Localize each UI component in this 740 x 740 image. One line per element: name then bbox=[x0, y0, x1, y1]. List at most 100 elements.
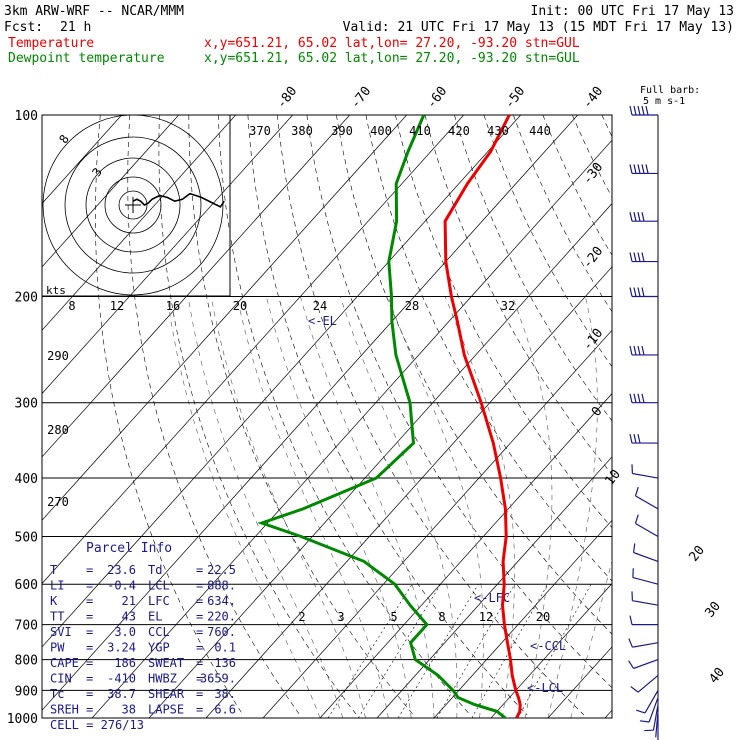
parcel-key: Tc bbox=[50, 687, 64, 701]
wind-barb-flag bbox=[641, 164, 645, 174]
wind-barb-flag bbox=[628, 660, 635, 669]
wind-barb-flag bbox=[629, 287, 633, 297]
parcel-value: 3659. bbox=[200, 672, 236, 686]
parcel-eq: = bbox=[86, 703, 93, 717]
parcel-value: 888. bbox=[207, 579, 236, 593]
wind-barb-flag bbox=[641, 105, 645, 116]
wind-barb-flag bbox=[632, 543, 636, 553]
wind-barb bbox=[633, 551, 659, 563]
wind-barb-flag bbox=[629, 212, 633, 222]
theta-label: 380 bbox=[291, 124, 313, 138]
wind-barb bbox=[644, 690, 659, 714]
parcel-key: K bbox=[50, 594, 58, 608]
hodograph-trace bbox=[132, 192, 225, 208]
parcel-eq: = bbox=[86, 563, 93, 577]
mixing-ratio-label: 2 bbox=[298, 610, 305, 624]
ws-scale-label: 16 bbox=[166, 299, 180, 313]
theta-left-label: 280 bbox=[47, 423, 69, 437]
parcel-value: 23.6 bbox=[107, 563, 136, 577]
dry-adiabat bbox=[247, 115, 528, 716]
wind-barb-flag bbox=[633, 212, 637, 222]
parcel-eq: = bbox=[196, 672, 203, 686]
pressure-label-500: 500 bbox=[15, 530, 38, 545]
theta-label: 430 bbox=[487, 124, 509, 138]
parcel-value: 43 bbox=[122, 610, 136, 624]
parcel-key: CIN bbox=[50, 672, 72, 686]
wind-barb-flag bbox=[633, 252, 637, 262]
legend-temperature-info: x,y=651.21, 65.02 lat,lon= 27.20, -93.20… bbox=[204, 36, 580, 51]
wind-barb bbox=[632, 642, 659, 648]
isotherm bbox=[262, 329, 612, 718]
moist-adiabat bbox=[166, 296, 321, 718]
wind-barb bbox=[655, 711, 659, 738]
wind-barb-flag bbox=[637, 287, 641, 297]
wind-barb-flag bbox=[639, 720, 650, 723]
parcel-value: 22.5 bbox=[207, 563, 236, 577]
wind-barb-flag bbox=[645, 164, 649, 174]
pressure-label-700: 700 bbox=[15, 619, 38, 634]
parcel-eq: = bbox=[86, 641, 93, 655]
parcel-value: 0.1 bbox=[214, 641, 236, 655]
wind-barb-flag bbox=[641, 287, 645, 297]
mixing-ratio-label: 3 bbox=[337, 610, 344, 624]
dry-adiabat bbox=[188, 115, 414, 716]
mixing-ratio-line bbox=[327, 584, 413, 718]
parcel-key: T bbox=[50, 563, 57, 577]
wind-barb bbox=[637, 674, 659, 693]
wind-barb-flag bbox=[637, 433, 641, 444]
isotherm bbox=[42, 115, 179, 268]
wind-barb bbox=[632, 600, 659, 606]
isotherm bbox=[433, 519, 612, 718]
parcel-eq: = bbox=[86, 610, 93, 624]
wind-barb-flag bbox=[637, 393, 641, 403]
mixing-ratio-label: 8 bbox=[438, 610, 445, 624]
legend-temperature: Temperature bbox=[8, 36, 94, 51]
hodo-ring bbox=[64, 136, 202, 274]
dewpoint-line bbox=[257, 115, 507, 718]
parcel-value: -410 bbox=[107, 672, 136, 686]
dry-adiabat bbox=[158, 115, 357, 716]
parcel-eq: = bbox=[86, 594, 93, 608]
dry-adiabat bbox=[336, 115, 612, 635]
parcel-info-box: Parcel Info T = 23.6 Td = 22.5 LI = -0.4 LCL = 888.… bbox=[50, 541, 236, 732]
wind-barb-flag bbox=[641, 345, 645, 356]
parcel-value: 220. bbox=[207, 610, 236, 624]
ws-scale-label: 24 bbox=[313, 299, 327, 313]
wind-barb-flag bbox=[637, 164, 641, 174]
parcel-key: Td bbox=[148, 563, 162, 577]
parcel-cell: CELL = 276/13 bbox=[50, 718, 144, 732]
parcel-eq: = bbox=[86, 687, 93, 701]
barb-legend-line2: 5 m s-1 bbox=[643, 96, 685, 107]
parcel-key: PW bbox=[50, 641, 65, 655]
parcel-eq: = bbox=[86, 625, 93, 639]
dry-adiabat bbox=[127, 115, 301, 716]
parcel-key: LCL bbox=[148, 579, 170, 593]
theta-label: 390 bbox=[331, 124, 353, 138]
wind-barb-flag bbox=[629, 615, 633, 625]
mixing-ratio-line bbox=[397, 584, 479, 718]
ws-scale-label: 12 bbox=[110, 299, 124, 313]
wind-barb-flag bbox=[629, 433, 633, 444]
theta-left-label: 270 bbox=[47, 495, 69, 509]
parcel-eq: = bbox=[196, 687, 203, 701]
parcel-eq: = bbox=[196, 703, 203, 717]
wind-barb-flag bbox=[641, 252, 645, 262]
theta-label: 420 bbox=[448, 124, 470, 138]
dry-adiabat bbox=[395, 115, 612, 529]
parcel-value: 136 bbox=[214, 656, 236, 670]
wind-barb-flag bbox=[636, 709, 646, 714]
theta-label: 400 bbox=[370, 124, 392, 138]
parcel-value: 3.0 bbox=[114, 625, 136, 639]
parcel-key: LFC bbox=[148, 594, 170, 608]
wind-barb-flag bbox=[633, 287, 637, 297]
dry-adiabat bbox=[513, 115, 612, 313]
isotherm bbox=[42, 115, 521, 648]
isotherm bbox=[148, 203, 612, 718]
parcel-value: 3.24 bbox=[107, 641, 136, 655]
wind-barb-flag bbox=[633, 393, 637, 403]
lcl-marker: <-LCL bbox=[527, 681, 563, 695]
wind-barb bbox=[633, 658, 659, 670]
wind-barb bbox=[635, 495, 659, 510]
pressure-label-400: 400 bbox=[15, 472, 38, 487]
